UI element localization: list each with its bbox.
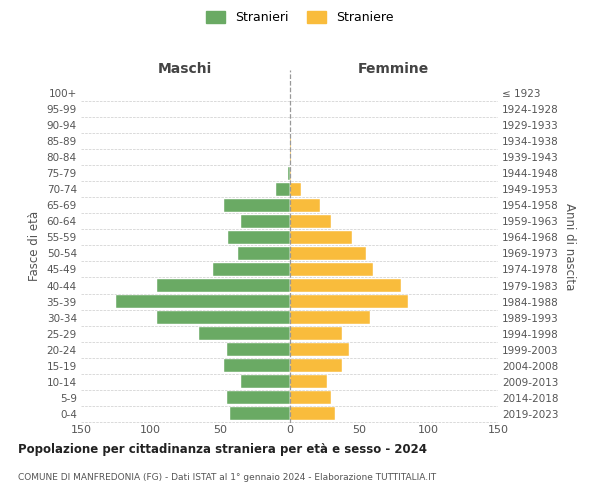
Bar bbox=[290, 328, 343, 340]
Bar bbox=[290, 215, 331, 228]
Bar bbox=[290, 231, 352, 243]
Bar bbox=[290, 167, 291, 179]
Bar bbox=[290, 247, 366, 260]
Bar bbox=[213, 263, 290, 276]
Bar bbox=[116, 296, 290, 308]
Bar bbox=[290, 392, 331, 404]
Bar bbox=[241, 376, 290, 388]
Bar bbox=[224, 360, 290, 372]
Bar bbox=[290, 135, 291, 147]
Bar bbox=[157, 280, 290, 292]
Bar bbox=[157, 312, 290, 324]
Bar bbox=[230, 408, 290, 420]
Bar bbox=[275, 183, 290, 196]
Bar bbox=[199, 328, 290, 340]
Text: Maschi: Maschi bbox=[158, 62, 212, 76]
Bar bbox=[290, 199, 320, 211]
Bar bbox=[238, 247, 290, 260]
Bar bbox=[224, 199, 290, 211]
Bar bbox=[290, 360, 343, 372]
Y-axis label: Fasce di età: Fasce di età bbox=[28, 211, 41, 282]
Bar bbox=[290, 376, 327, 388]
Text: Popolazione per cittadinanza straniera per età e sesso - 2024: Popolazione per cittadinanza straniera p… bbox=[18, 442, 427, 456]
Text: Femmine: Femmine bbox=[358, 62, 430, 76]
Text: COMUNE DI MANFREDONIA (FG) - Dati ISTAT al 1° gennaio 2024 - Elaborazione TUTTIT: COMUNE DI MANFREDONIA (FG) - Dati ISTAT … bbox=[18, 472, 436, 482]
Bar bbox=[290, 263, 373, 276]
Y-axis label: Anni di nascita: Anni di nascita bbox=[563, 202, 575, 290]
Legend: Stranieri, Straniere: Stranieri, Straniere bbox=[202, 6, 398, 29]
Bar bbox=[290, 344, 349, 356]
Bar bbox=[227, 392, 290, 404]
Bar bbox=[290, 408, 335, 420]
Bar bbox=[241, 215, 290, 228]
Bar bbox=[229, 231, 290, 243]
Bar bbox=[290, 280, 401, 292]
Bar bbox=[290, 151, 291, 164]
Bar bbox=[290, 183, 301, 196]
Bar bbox=[227, 344, 290, 356]
Bar bbox=[288, 167, 290, 179]
Bar bbox=[290, 312, 370, 324]
Bar bbox=[290, 296, 407, 308]
